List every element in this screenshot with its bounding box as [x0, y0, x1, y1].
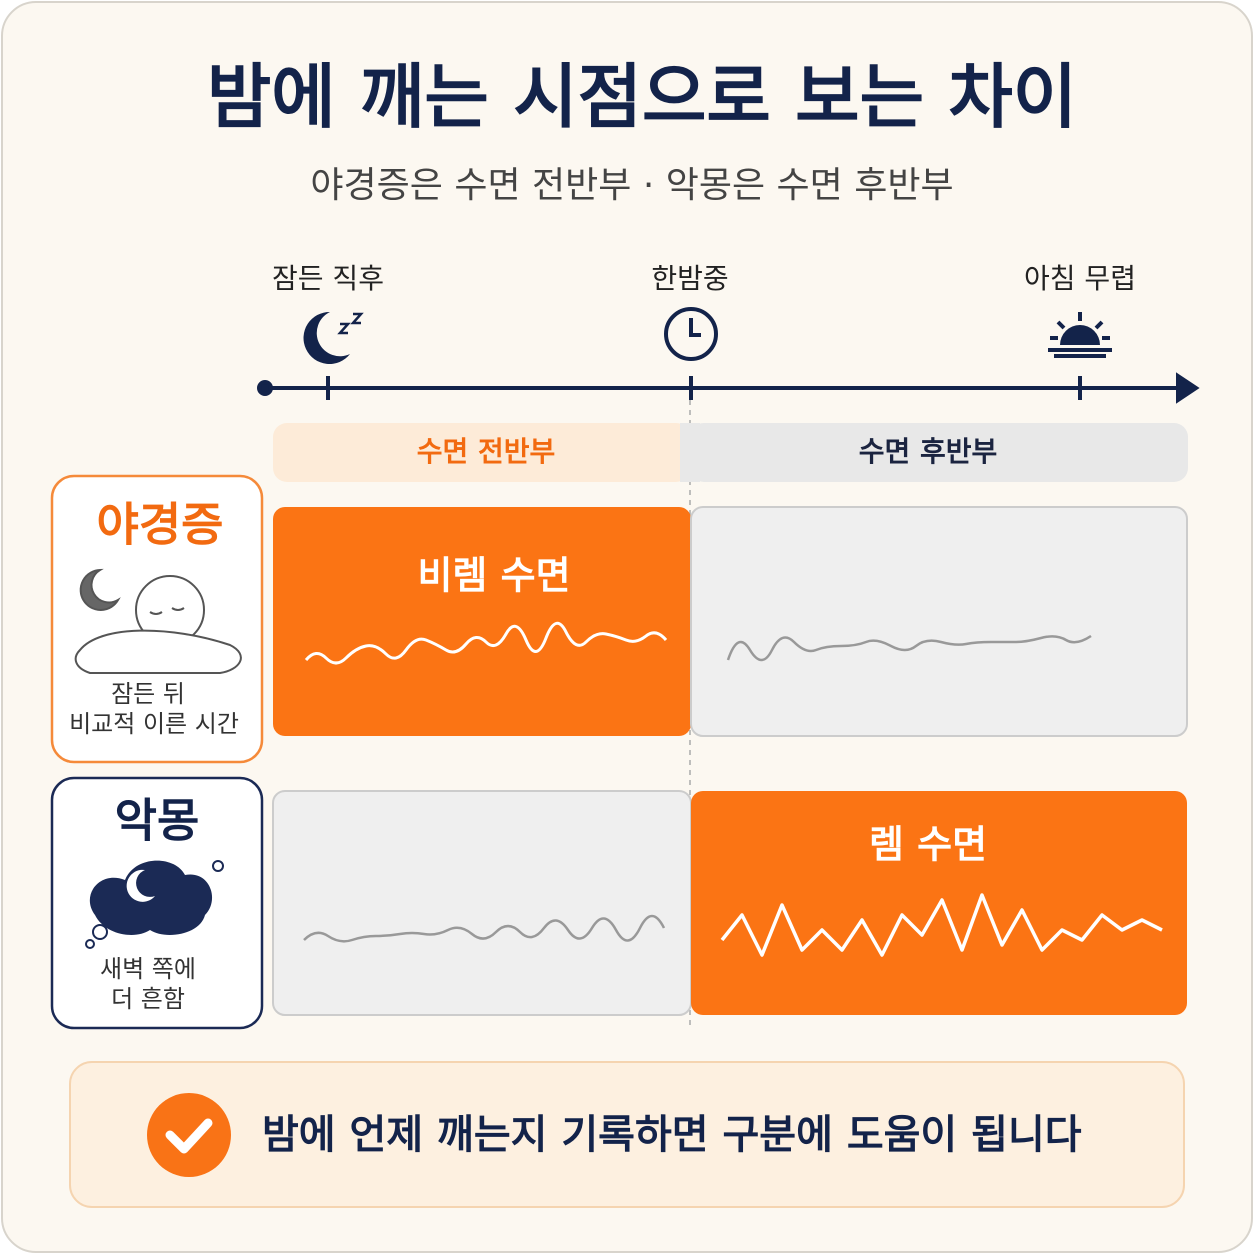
- row-note: 비교적 이른 시간: [69, 710, 239, 738]
- sunrise-icon: [1048, 312, 1112, 358]
- clock-icon: [664, 307, 718, 361]
- sleep-cell: [690, 506, 1188, 737]
- cell-label: 렘 수면: [869, 823, 987, 867]
- phase-bar: [680, 423, 700, 482]
- check-icon: [147, 1093, 231, 1177]
- wave: [303, 914, 666, 943]
- wave: [726, 634, 1092, 662]
- sleep-cell: [273, 507, 691, 736]
- time-label: 아침 무렵: [1024, 262, 1136, 295]
- phase-label: 수면 후반부: [859, 435, 998, 468]
- footer-box: [69, 1061, 1185, 1208]
- row-note: 새벽 쪽에: [100, 955, 196, 983]
- time-label: 한밤중: [651, 262, 728, 295]
- cloud-icon: [85, 860, 224, 949]
- phase-bar: [273, 423, 690, 482]
- row-name: 야경증: [97, 498, 224, 552]
- row-note: 잠든 뒤: [111, 680, 185, 708]
- row-note: 더 흔함: [111, 985, 185, 1013]
- time-label: 잠든 직후: [272, 262, 384, 295]
- moon-icon: [303, 311, 364, 364]
- footer-text: 밤에 언제 깨는지 기록하면 구분에 도움이 됩니다: [262, 1112, 1082, 1158]
- timeline-axis: [257, 372, 1200, 404]
- title: 밤에 깨는 시점으로 보는 차이: [207, 56, 1077, 138]
- wave: [304, 621, 668, 665]
- phase-label: 수면 전반부: [417, 435, 556, 468]
- cell-label: 비렘 수면: [417, 554, 570, 598]
- phase-bar: [690, 423, 1188, 482]
- subtitle: 야경증은 수면 전반부 · 악몽은 수면 후반부: [310, 165, 953, 206]
- row-name: 악몽: [115, 794, 200, 848]
- child-icon: [74, 568, 242, 674]
- check-mark: [165, 1118, 213, 1154]
- sleep-cell: [272, 790, 692, 1016]
- wave: [720, 893, 1163, 957]
